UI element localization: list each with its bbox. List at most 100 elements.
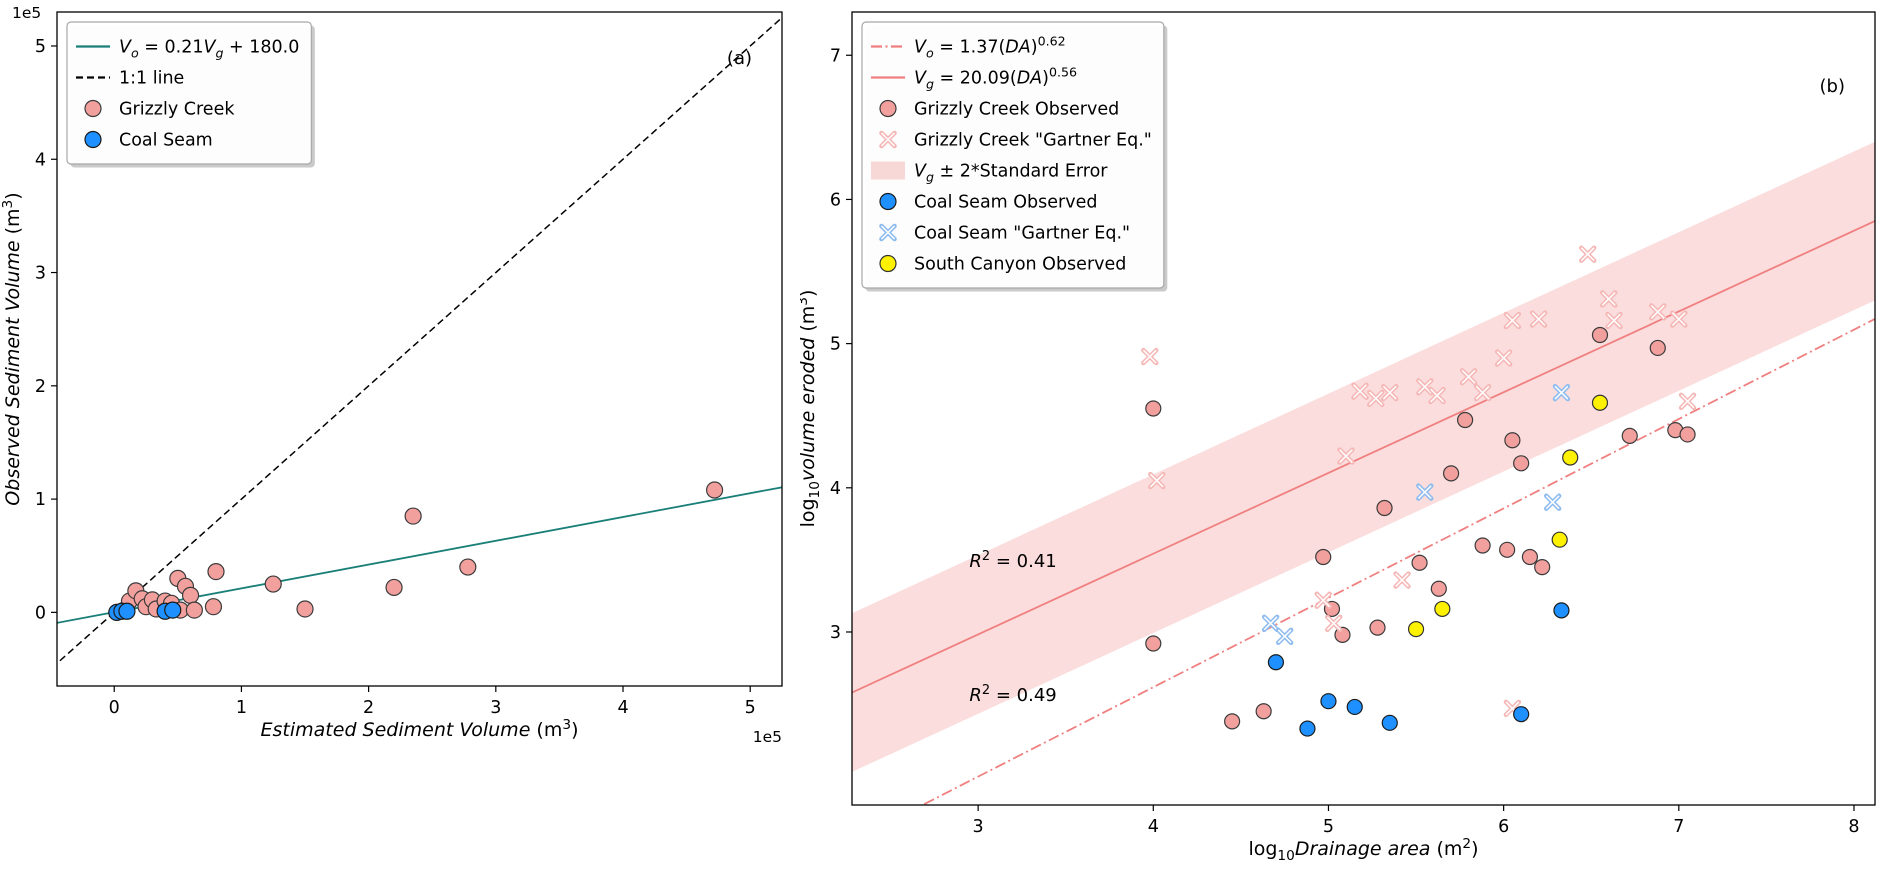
coal-seam-observed-point — [1513, 706, 1530, 723]
grizzly-creek-observed-point — [1621, 427, 1638, 444]
legend-label: Vg = 20.09(DA)0.56 — [914, 65, 1077, 92]
panel_b-ylabel: log10volume eroded (m3) — [800, 290, 823, 528]
grizzly-creek-point — [385, 578, 403, 597]
panel_a-ylabel: Observed Sediment Volume (m3) — [0, 192, 24, 505]
x-tick-label: 3 — [490, 698, 501, 718]
legend-marker-sample — [84, 130, 102, 149]
grizzly-creek-observed-point — [1679, 426, 1696, 443]
grizzly-creek-gartner-point — [1473, 383, 1492, 402]
grizzly-creek-series — [115, 481, 724, 619]
grizzly-creek-gartner-series — [1141, 245, 1697, 718]
x-tick-label: 3 — [973, 817, 984, 837]
grizzly-creek-observed-point — [1474, 537, 1491, 554]
grizzly-creek-point — [185, 601, 203, 619]
grizzly-creek-gartner-point — [1393, 571, 1411, 589]
legend-label: Grizzly Creek "Gartner Eq." — [914, 131, 1152, 151]
coal-seam-series — [108, 601, 182, 621]
south-canyon-observed-point — [1551, 531, 1568, 548]
grizzly-creek-observed-point — [1369, 619, 1386, 636]
coal-seam-gartner-point — [1275, 627, 1294, 646]
panel_b-xlabel: log10Drainage area (m2) — [1248, 836, 1478, 864]
coal-seam-observed-point — [1267, 654, 1285, 671]
panel-b-chart: 3 4 5 6 7 8 3 4 5 6 7 log10Drainage area (m2) log10v… — [800, 11, 1876, 864]
x-tick-label: 5 — [1323, 817, 1334, 837]
vg-fit-line — [852, 220, 1875, 694]
grizzly-creek-gartner-point — [1503, 311, 1522, 330]
panel_b-spines — [851, 11, 1876, 806]
grizzly-creek-point — [204, 598, 223, 616]
r-squared-vo: R2 = 0.49 — [969, 683, 1056, 706]
panel_a-plot-area — [57, 16, 782, 665]
coal-seam-gartner-point — [1416, 483, 1434, 501]
y-tick-label: 0 — [35, 603, 46, 623]
grizzly-creek-gartner-point — [1670, 310, 1688, 328]
legend-marker-sample — [879, 192, 897, 211]
grizzly-creek-gartner-point — [1649, 303, 1667, 321]
x-tick-label: 0 — [109, 698, 120, 718]
legend-box — [861, 21, 1165, 289]
x-tick-label: 4 — [617, 698, 628, 718]
grizzly-creek-observed-point — [1145, 635, 1162, 652]
x-tick-label: 6 — [1498, 817, 1509, 837]
panel_b-legend: Vo = 1.37(DA)0.62 Vg = 20.09(DA)0.56 Grizz… — [861, 21, 1168, 292]
coal-seam-gartner-point — [1552, 383, 1571, 402]
y-tick-label: 7 — [830, 46, 841, 66]
coal-seam-point — [118, 602, 136, 620]
grizzly-creek-point — [207, 562, 225, 581]
grizzly-creek-gartner-point — [1337, 447, 1355, 465]
grizzly-creek-observed-point — [1456, 411, 1474, 429]
grizzly-creek-gartner-point — [1351, 382, 1369, 400]
coal-seam-observed-point — [1346, 698, 1363, 716]
legend-label: Coal Seam "Gartner Eq." — [914, 224, 1130, 244]
south-canyon-observed-series — [1407, 394, 1609, 638]
legend-label: Vg ± 2*Standard Error — [914, 162, 1108, 185]
panel_a-panel-label: (a) — [727, 48, 752, 69]
coal-seam-observed-point — [1320, 693, 1337, 710]
legend-label: Coal Seam — [119, 131, 213, 151]
y-tick-label: 3 — [830, 623, 841, 643]
grizzly-creek-observed-point — [1649, 339, 1666, 357]
grizzly-creek-point — [404, 507, 422, 525]
grizzly-creek-point — [181, 586, 200, 604]
panel-a-chart: 0 1 2 3 4 5 0 1 2 3 4 5 Estimated Sediment Volume (m… — [0, 4, 783, 746]
x-tick-label: 7 — [1673, 817, 1684, 837]
grizzly-creek-gartner-point — [1148, 471, 1166, 490]
grizzly-creek-gartner-point — [1367, 389, 1385, 408]
grizzly-creek-gartner-point — [1494, 349, 1513, 367]
grizzly-creek-observed-point — [1376, 499, 1393, 517]
x-tick-label: 5 — [745, 698, 756, 718]
coal-seam-observed-series — [1267, 602, 1570, 737]
grizzly-creek-gartner-point — [1141, 347, 1159, 366]
coal-seam-observed-point — [1553, 602, 1570, 619]
legend-x-sample — [879, 223, 897, 242]
grizzly-creek-gartner-point — [1529, 310, 1548, 328]
grizzly-creek-point — [296, 600, 314, 618]
grizzly-creek-observed-point — [1430, 580, 1447, 597]
panel_b-plot-area — [852, 141, 1875, 805]
grizzly-creek-gartner-point — [1428, 386, 1446, 405]
south-canyon-observed-point — [1434, 600, 1451, 618]
y-tick-label: 5 — [830, 335, 841, 355]
grizzly-creek-gartner-point — [1579, 245, 1597, 263]
x-tick-label: 4 — [1148, 817, 1159, 837]
panel_a-spines — [56, 11, 783, 687]
grizzly-creek-point — [459, 558, 477, 576]
panel_a-xlabel: Estimated Sediment Volume (m3) — [261, 717, 579, 741]
x-tick-label: 2 — [363, 698, 374, 718]
vo-gartner-fit-line — [920, 317, 1875, 805]
legend-label: Coal Seam Observed — [914, 193, 1097, 213]
r-squared-vg: R2 = 0.41 — [969, 549, 1056, 572]
legend-patch-sample — [871, 161, 905, 180]
legend-label: Vo = 1.37(DA)0.62 — [914, 34, 1066, 61]
coal-seam-gartner-point — [1261, 614, 1280, 633]
coal-seam-gartner-series — [1261, 383, 1571, 646]
y-tick-label: 4 — [35, 150, 46, 170]
grizzly-creek-observed-point — [1411, 554, 1428, 571]
grizzly-creek-gartner-point — [1459, 368, 1478, 386]
one-to-one-line — [57, 16, 782, 665]
coal-seam-observed-point — [1381, 714, 1398, 731]
legend-marker-sample — [879, 254, 897, 273]
x-tick-label: 1 — [236, 698, 247, 718]
coal-seam-observed-point — [1299, 720, 1316, 737]
south-canyon-observed-point — [1407, 620, 1425, 638]
